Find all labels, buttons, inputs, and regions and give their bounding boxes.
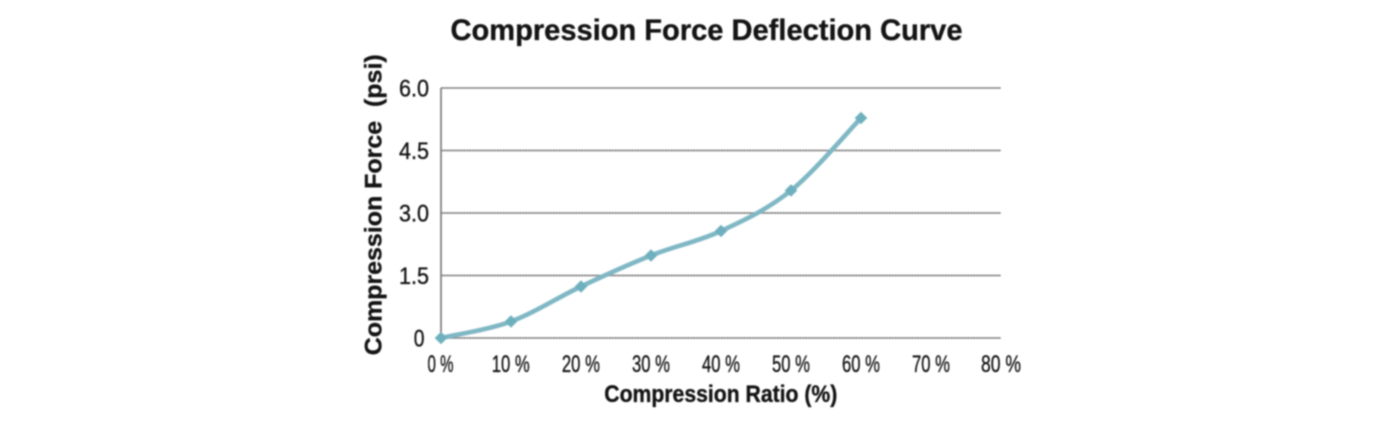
svg-text:Compression Force Deflection C: Compression Force Deflection Curve (451, 14, 963, 47)
svg-text:30 %: 30 % (632, 351, 670, 378)
svg-text:Compression Ratio (%): Compression Ratio (%) (604, 381, 837, 408)
svg-text:80 %: 80 % (981, 351, 1021, 378)
svg-text:70 %: 70 % (912, 351, 950, 378)
svg-text:6.0: 6.0 (399, 76, 429, 103)
svg-text:0 %: 0 % (428, 351, 454, 378)
svg-text:40 %: 40 % (702, 351, 740, 378)
svg-text:4.5: 4.5 (399, 138, 429, 165)
svg-text:60 %: 60 % (842, 351, 880, 378)
svg-text:3.0: 3.0 (399, 201, 429, 228)
svg-text:Compression Force (psi): Compression Force (psi) (361, 54, 388, 355)
svg-text:0: 0 (414, 326, 425, 353)
svg-text:10 %: 10 % (492, 351, 530, 378)
svg-text:20 %: 20 % (562, 351, 600, 378)
svg-text:1.5: 1.5 (399, 263, 429, 290)
svg-text:50 %: 50 % (772, 351, 810, 378)
